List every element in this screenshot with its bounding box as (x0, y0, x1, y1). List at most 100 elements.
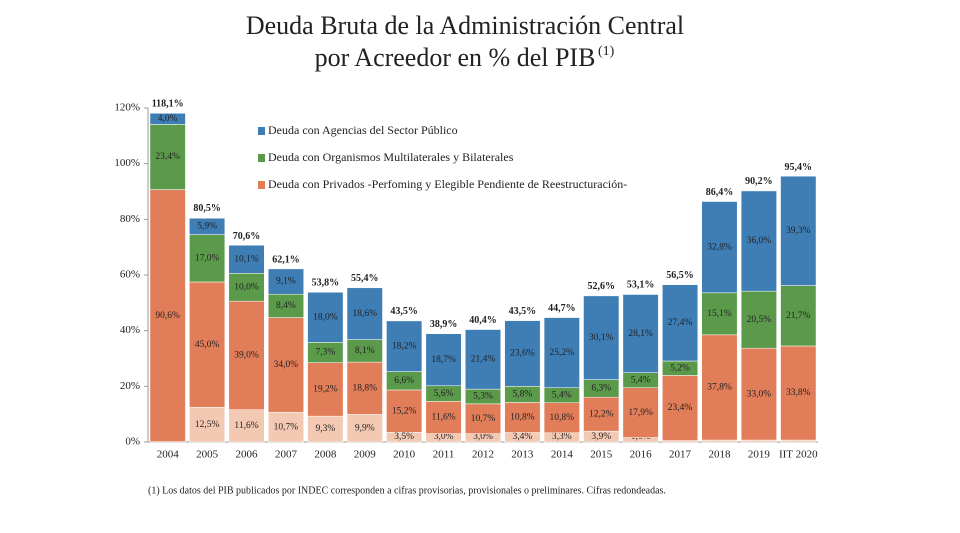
bar-segment (543, 402, 580, 434)
segment-label: 39,3% (786, 226, 811, 236)
y-tick-label: 40% (120, 324, 140, 336)
total-label: 56,5% (666, 270, 694, 281)
bar-segment (425, 401, 462, 434)
segment-label: 23,6% (510, 349, 535, 359)
legend-label: Deuda con Privados -Perfoming y Elegible… (268, 177, 627, 191)
segment-label: 10,1% (234, 254, 259, 264)
bar-segment (504, 320, 541, 387)
bar-segment (267, 317, 304, 413)
chart-title: Deuda Bruta de la Administración Central (246, 11, 684, 40)
x-tick-label: 2009 (354, 449, 377, 461)
bar-segment (780, 175, 817, 286)
x-tick-label: 2006 (236, 449, 259, 461)
segment-label: 8,1% (355, 346, 375, 356)
total-label: 70,6% (233, 231, 261, 242)
segment-label: 5,4% (631, 375, 651, 385)
chart-subtitle: por Acreedor en % del PIB (315, 43, 596, 72)
segment-label: 90,6% (155, 311, 180, 321)
bar-segment (189, 234, 226, 283)
segment-label: 20,5% (747, 315, 772, 325)
total-label: 44,7% (548, 303, 576, 314)
total-label: 90,2% (745, 176, 773, 187)
segment-label: 5,2% (670, 363, 690, 373)
segment-label: 10,7% (274, 422, 299, 432)
x-tick-label: 2005 (196, 449, 219, 461)
x-tick-label: 2014 (551, 449, 574, 461)
x-tick-label: 2010 (393, 449, 416, 461)
y-tick-label: 80% (120, 213, 140, 225)
segment-label: 28,1% (628, 329, 653, 339)
segment-label: 6,3% (591, 384, 611, 394)
segment-label: 39,0% (234, 351, 259, 361)
segment-label: 37,8% (707, 383, 732, 393)
segment-label: 30,1% (589, 333, 614, 343)
bar-segment (267, 411, 304, 443)
segment-label: 9,3% (315, 424, 335, 434)
x-tick-label: 2019 (748, 449, 771, 461)
bar-segment (307, 362, 344, 417)
total-label: 86,4% (706, 187, 734, 198)
segment-label: 9,9% (355, 423, 375, 433)
legend-swatch (258, 127, 265, 135)
x-tick-label: 2004 (157, 449, 180, 461)
x-tick-label: 2016 (630, 449, 653, 461)
segment-label: 10,0% (234, 282, 259, 292)
total-label: 40,4% (469, 315, 497, 326)
total-label: 43,5% (390, 306, 418, 317)
segment-label: 8,4% (276, 301, 296, 311)
bar-segment (149, 113, 186, 125)
bar-segment (267, 268, 304, 295)
bar-segment (543, 317, 580, 388)
y-tick-label: 60% (120, 269, 140, 281)
segment-label: 10,7% (471, 414, 496, 424)
bar-segment (346, 287, 383, 340)
segment-label: 3,3% (552, 432, 572, 442)
segment-label: 12,5% (195, 420, 220, 430)
segment-label: 17,0% (195, 253, 220, 263)
total-label: 95,4% (785, 162, 813, 173)
y-tick-label: 20% (120, 380, 140, 392)
bar-segment (465, 403, 501, 434)
segment-label: 10,8% (550, 413, 575, 423)
total-label: 53,8% (312, 278, 340, 289)
segment-label: 19,2% (313, 385, 338, 395)
x-tick-label: 2008 (314, 449, 337, 461)
bar-segment (228, 273, 265, 302)
segment-label: 5,9% (197, 222, 217, 232)
segment-label: 5,8% (513, 390, 533, 400)
legend-label: Deuda con Agencias del Sector Público (268, 123, 458, 137)
segment-label: 25,2% (550, 348, 575, 358)
segment-label: 7,3% (315, 348, 335, 358)
bar-segment (701, 292, 738, 336)
bar-segment (662, 375, 699, 441)
bar-segment (425, 333, 462, 387)
y-tick-label: 0% (125, 436, 140, 448)
total-label: 52,6% (587, 281, 615, 292)
bar-segment (740, 290, 777, 349)
bar-segment (465, 329, 501, 390)
bar-segment (780, 285, 817, 347)
y-tick-label: 120% (114, 102, 140, 114)
total-label: 43,5% (509, 306, 537, 317)
segment-label: 12,2% (589, 409, 614, 419)
segment-label: 18,0% (313, 312, 338, 322)
bar-segment (701, 201, 738, 294)
subtitle-note: (1) (598, 44, 615, 59)
x-tick-label: 2015 (590, 449, 613, 461)
segment-label: 21,7% (786, 311, 811, 321)
segment-label: 5,6% (434, 389, 454, 399)
total-label: 62,1% (272, 254, 300, 265)
segment-label: 23,4% (668, 403, 693, 413)
x-tick-label: 2018 (708, 449, 731, 461)
bar-segment (189, 281, 226, 408)
bar-segment (740, 347, 777, 441)
segment-label: 18,2% (392, 341, 417, 351)
segment-label: 27,4% (668, 318, 693, 328)
bar-segment (504, 402, 541, 433)
bar-segment (307, 292, 344, 343)
bar-segment (228, 300, 265, 410)
bar-segment (386, 320, 423, 372)
bar-segment (189, 406, 226, 443)
segment-label: 45,0% (195, 340, 220, 350)
